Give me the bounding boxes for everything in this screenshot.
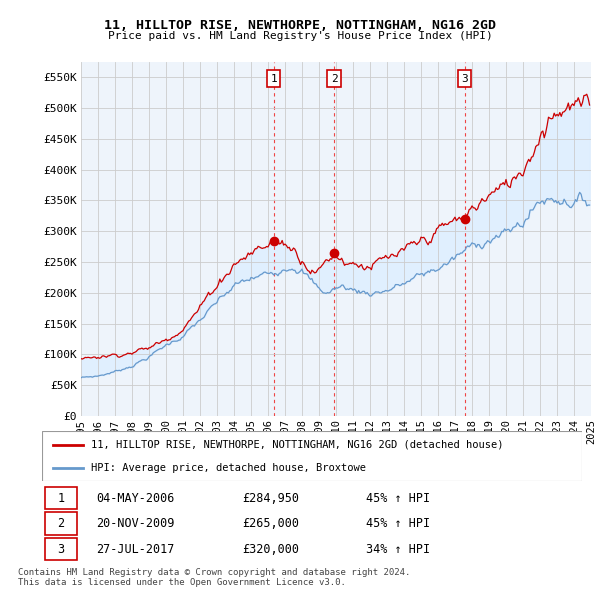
Text: 2: 2 <box>331 74 338 84</box>
Text: This data is licensed under the Open Government Licence v3.0.: This data is licensed under the Open Gov… <box>18 578 346 587</box>
Bar <box>45 487 77 509</box>
Text: 11, HILLTOP RISE, NEWTHORPE, NOTTINGHAM, NG16 2GD (detached house): 11, HILLTOP RISE, NEWTHORPE, NOTTINGHAM,… <box>91 440 503 450</box>
Text: Price paid vs. HM Land Registry's House Price Index (HPI): Price paid vs. HM Land Registry's House … <box>107 31 493 41</box>
Text: 04-MAY-2006: 04-MAY-2006 <box>96 491 175 504</box>
Text: 34% ↑ HPI: 34% ↑ HPI <box>366 543 430 556</box>
Text: 1: 1 <box>58 491 64 504</box>
Text: Contains HM Land Registry data © Crown copyright and database right 2024.: Contains HM Land Registry data © Crown c… <box>18 568 410 576</box>
Text: 45% ↑ HPI: 45% ↑ HPI <box>366 491 430 504</box>
Text: 20-NOV-2009: 20-NOV-2009 <box>96 517 175 530</box>
Text: 11, HILLTOP RISE, NEWTHORPE, NOTTINGHAM, NG16 2GD: 11, HILLTOP RISE, NEWTHORPE, NOTTINGHAM,… <box>104 19 496 32</box>
Bar <box>45 513 77 535</box>
Text: £320,000: £320,000 <box>242 543 299 556</box>
Text: 3: 3 <box>58 543 64 556</box>
Text: 3: 3 <box>461 74 468 84</box>
Text: 45% ↑ HPI: 45% ↑ HPI <box>366 517 430 530</box>
Text: £265,000: £265,000 <box>242 517 299 530</box>
Text: £284,950: £284,950 <box>242 491 299 504</box>
Text: 27-JUL-2017: 27-JUL-2017 <box>96 543 175 556</box>
Text: HPI: Average price, detached house, Broxtowe: HPI: Average price, detached house, Brox… <box>91 463 365 473</box>
Bar <box>45 538 77 560</box>
Text: 2: 2 <box>58 517 64 530</box>
Text: 1: 1 <box>271 74 277 84</box>
